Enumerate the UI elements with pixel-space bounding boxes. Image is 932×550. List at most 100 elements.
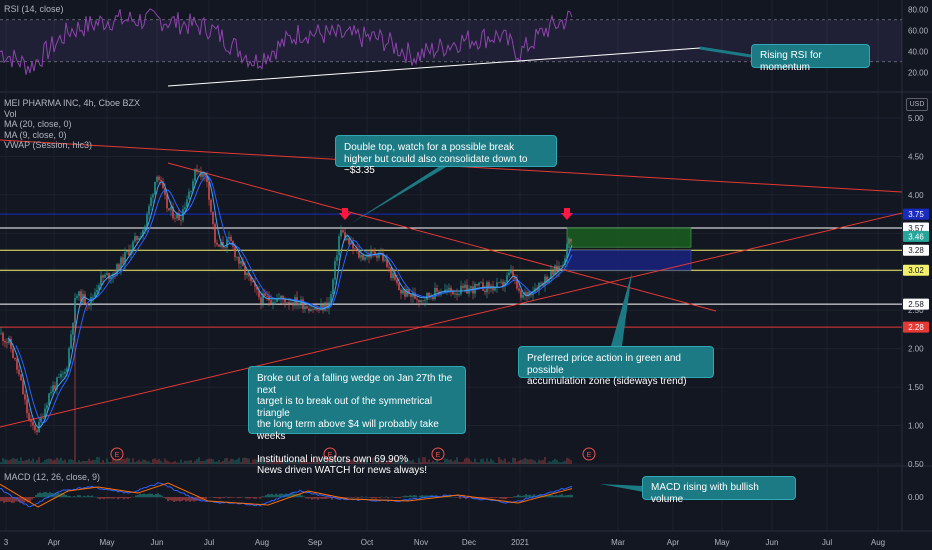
macd-histogram-bar [261,496,263,498]
time-tick-label: Mar [611,538,625,547]
rsi-line [0,8,573,75]
volume-bar [434,461,436,464]
candle-body [226,238,228,248]
volume-bar [570,460,572,464]
volume-bar [496,462,498,464]
volume-bar [532,459,534,464]
volume-bar [490,458,492,464]
volume-bar [398,458,400,464]
volume-bar [136,461,138,464]
candle-body [136,236,138,240]
candle-body [234,246,236,258]
volume-bar [108,461,110,464]
candle-body [224,247,226,248]
macd-histogram-bar [223,497,225,499]
candle-body [518,288,520,291]
volume-bar [264,461,266,464]
macd-histogram-bar [249,497,251,499]
macd-histogram-bar [63,493,65,498]
volume-bar [10,459,12,464]
candle-body [212,211,214,224]
candle-body [152,194,154,198]
candle-body [94,292,96,297]
price-tick-label: 2.50 [908,306,924,315]
volume-bar [360,459,362,464]
macd-histogram-bar [371,497,373,499]
volume-bar [100,462,102,464]
candle-body [406,288,408,297]
candle-body [348,238,350,245]
volume-bar [124,458,126,464]
candle-body [550,270,552,279]
candle-body [516,278,518,289]
candle-body [112,273,114,278]
volume-bar [188,460,190,464]
volume-bar [358,460,360,464]
volume-bar [68,459,70,464]
volume-bar [92,460,94,464]
volume-bar [156,460,158,464]
candle-body [398,283,400,290]
volume-bar [200,460,202,464]
volume-bar [130,462,132,464]
candle-body [520,290,522,298]
candle-body [488,282,490,289]
candle-body [166,194,168,209]
candle-body [208,181,210,200]
candle-body [416,298,418,300]
price-tag [903,321,929,333]
volume-bar [166,460,168,464]
volume-bar [256,459,258,464]
candle-body [134,236,136,242]
macd-histogram-bar [203,497,205,499]
volume-bar [144,459,146,464]
candle-body [494,287,496,291]
volume-bar [320,462,322,464]
macd-histogram-bar [317,497,319,500]
candle-body [556,265,558,272]
price-tag [903,230,929,242]
candle-body [536,288,538,291]
candle-body [106,273,108,275]
price-tag [903,208,929,220]
volume-bar [74,314,76,464]
double-top-pointer [350,166,448,224]
candle-body [554,265,556,275]
volume-bar [70,459,72,464]
macd-histogram-bar [185,497,187,502]
candle-body [252,280,254,283]
candle-body [54,385,56,390]
volume-bar [534,460,536,464]
volume-bar [394,457,396,464]
macd-histogram-bar [153,495,155,498]
volume-bar [38,457,40,464]
macd-histogram-bar [13,497,15,503]
macd-histogram-bar [65,494,67,498]
candle-body [244,266,246,276]
price-tag [903,298,929,310]
volume-bar [114,460,116,464]
candle-body [266,295,268,297]
candle-body [422,300,424,301]
volume-bar [516,461,518,464]
volume-bar [204,460,206,464]
candle-body [346,238,348,241]
currency-button[interactable]: USD [906,98,928,111]
macd-histogram-bar [19,497,21,503]
volume-bar [254,459,256,464]
candle-body [144,226,146,231]
volume-bar [378,461,380,464]
candle-body [150,197,152,207]
macd-histogram-bar [485,497,487,498]
price-tag-label: 3.28 [908,246,924,255]
macd-histogram-bar [303,496,305,498]
macd-histogram-bar [169,497,171,501]
candle-body [214,223,216,243]
macd-histogram-bar [547,494,549,498]
candle-body [434,288,436,300]
volume-bar [452,461,454,464]
volume-bar [288,459,290,464]
volume-bar [186,460,188,464]
rsi-callout: Rising RSI for momentum [751,44,870,73]
